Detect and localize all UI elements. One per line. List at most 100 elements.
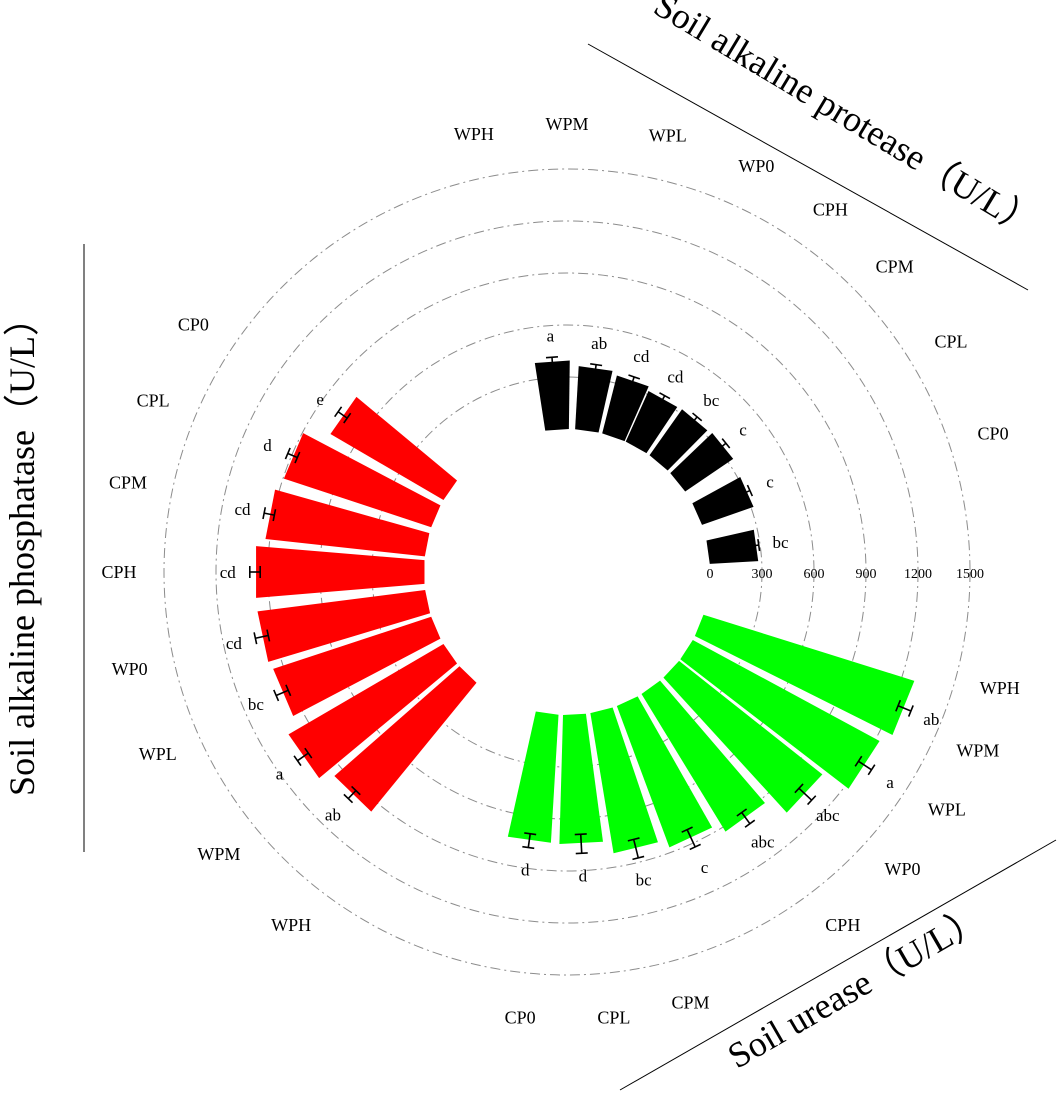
significance-label: abc	[816, 806, 840, 825]
error-bar	[741, 812, 751, 825]
radial-tick-label: 900	[856, 567, 877, 582]
error-bar	[527, 833, 532, 848]
significance-label: ab	[591, 334, 607, 353]
error-bar	[579, 834, 583, 854]
error-bar-cap	[746, 484, 754, 497]
error-bar-cap	[692, 412, 703, 422]
bar-0-CPM	[649, 409, 708, 471]
error-bar	[897, 705, 912, 712]
error-bar-cap	[744, 819, 756, 828]
error-bar	[686, 829, 696, 848]
bars-layer	[256, 360, 915, 854]
error-bar-cap	[273, 689, 280, 702]
bar-0-CPL	[670, 432, 734, 492]
bar-2-WP0	[257, 590, 431, 662]
bar-2-CPH	[256, 546, 425, 598]
error-bar	[263, 512, 275, 516]
bar-2-WPM	[288, 644, 458, 779]
error-bar-cap	[253, 632, 258, 645]
error-bar	[287, 452, 298, 459]
error-bar-cap	[716, 442, 725, 453]
category-label: CPL	[137, 391, 170, 411]
category-label: CP0	[978, 424, 1009, 444]
category-label: CP0	[505, 1008, 536, 1028]
error-bar	[744, 489, 751, 494]
error-bar-cap	[334, 406, 343, 418]
category-label: WPL	[649, 125, 687, 145]
error-bar-cap	[343, 412, 352, 424]
error-bar-cap	[721, 438, 731, 449]
error-bar-cap	[625, 380, 638, 387]
category-labels-layer: WPM WPL WP0 CPH CPM CPL CP0 WPH WPH WPM WPL WP0 CPH C…	[101, 114, 1019, 1028]
significance-label: cd	[226, 634, 243, 653]
error-bar-cap	[806, 795, 817, 806]
bar-1-WP0	[641, 680, 765, 832]
significance-label: c	[701, 858, 709, 877]
bar-0-WPH	[706, 529, 759, 564]
phosphatase-title: Soil alkaline phosphatase（U/L）	[2, 300, 42, 796]
error-bar-cap	[272, 509, 277, 522]
bar-1-CP0	[507, 711, 559, 843]
significance-label: d	[263, 436, 272, 455]
error-bar-cap	[304, 747, 313, 759]
error-bar	[631, 376, 635, 384]
error-bar	[594, 364, 597, 371]
category-label: WP0	[738, 156, 774, 176]
bar-0-CPH	[625, 391, 678, 454]
radial-tick-label: 300	[752, 567, 773, 582]
category-label: WPH	[271, 915, 311, 935]
error-bar	[858, 760, 872, 771]
error-bar	[632, 839, 640, 859]
error-bar	[692, 416, 698, 423]
error-bar-cap	[895, 699, 902, 712]
error-bar	[661, 395, 666, 402]
grid-ring-4	[215, 220, 919, 924]
bar-1-WPH	[694, 614, 915, 735]
error-bar	[337, 411, 348, 419]
bar-2-WPH	[334, 666, 477, 812]
category-label: WPM	[545, 114, 588, 134]
error-bar	[297, 752, 309, 762]
category-label: CPM	[109, 473, 147, 493]
category-label: CPM	[876, 256, 914, 276]
radial-tick-label: 1500	[956, 567, 984, 582]
bar-2-CPL	[283, 433, 441, 528]
error-bar	[798, 787, 813, 801]
category-label: CPH	[825, 915, 860, 935]
error-bar-cap	[688, 417, 699, 427]
error-bar-cap	[590, 363, 603, 367]
error-bar-cap	[757, 539, 761, 552]
error-bar	[551, 357, 554, 365]
significance-label: a	[276, 764, 284, 783]
significance-label: d	[521, 860, 530, 879]
error-bar-cap	[284, 447, 291, 460]
significance-label: ab	[325, 805, 341, 824]
error-bar-cap	[627, 837, 640, 842]
error-bar-cap	[854, 755, 863, 767]
error-bar-cap	[632, 855, 645, 861]
radial-tick-label: 600	[804, 567, 825, 582]
error-bar	[347, 790, 357, 800]
category-label: WP0	[885, 859, 921, 879]
error-bar-cap	[574, 833, 587, 836]
error-bar-cap	[545, 356, 559, 359]
significance-label: d	[579, 866, 588, 885]
error-bar-cap	[262, 507, 267, 520]
error-bar-cap	[741, 486, 749, 499]
bar-1-CPH	[616, 696, 713, 848]
significance-label: abc	[751, 833, 775, 852]
category-label: CPL	[597, 1008, 630, 1028]
significance-label: a	[547, 326, 555, 345]
category-label: CP0	[178, 315, 209, 335]
error-bar	[720, 442, 727, 449]
error-bar-cap	[343, 793, 354, 804]
category-label: WPH	[980, 678, 1020, 698]
grid-ring-5	[163, 168, 971, 976]
category-label: WPL	[139, 744, 177, 764]
bar-2-CPM	[265, 489, 430, 557]
category-label: WPL	[928, 799, 966, 819]
error-bar-cap	[659, 392, 671, 400]
